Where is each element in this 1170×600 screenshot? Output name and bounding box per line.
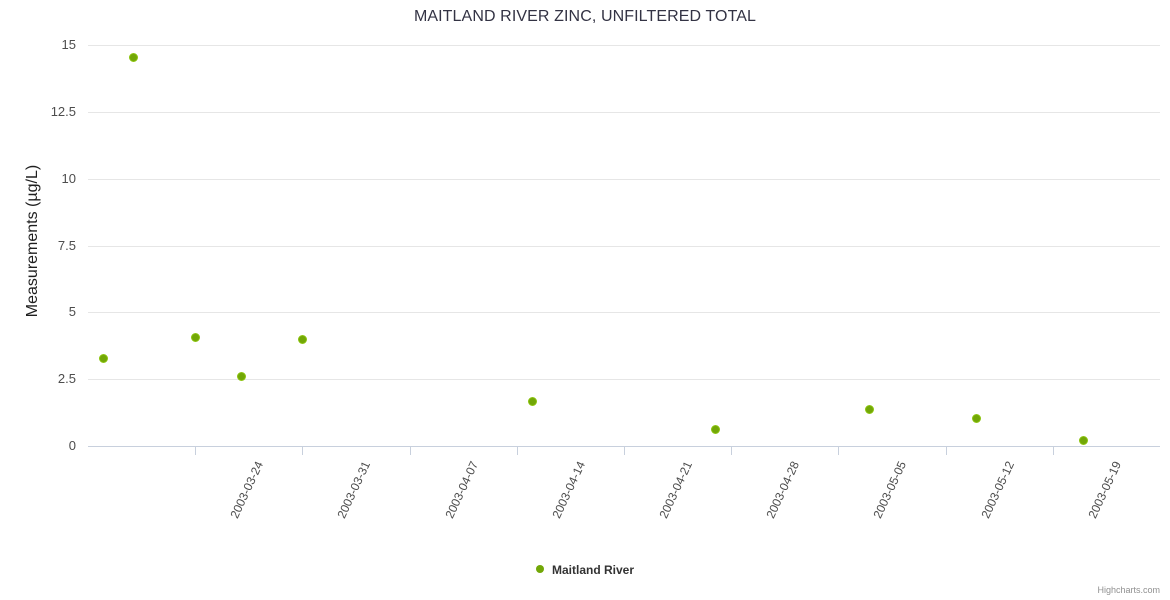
data-point[interactable] — [98, 354, 108, 364]
x-axis-tick — [195, 446, 197, 455]
data-point[interactable] — [129, 52, 139, 62]
legend-marker-icon — [535, 564, 544, 573]
x-axis-tick — [302, 446, 304, 455]
x-axis-tick — [1052, 446, 1054, 455]
y-axis-tick-label: 10 — [61, 170, 76, 186]
data-point[interactable] — [971, 414, 981, 424]
chart-title: MAITLAND RIVER ZINC, UNFILTERED TOTAL — [413, 8, 757, 25]
data-point[interactable] — [527, 396, 537, 406]
y-axis-tick-label: 12.5 — [50, 103, 76, 119]
gridline — [88, 45, 1160, 46]
x-axis-tick-label: 2003-04-14 — [549, 459, 588, 521]
data-point[interactable] — [1078, 436, 1088, 446]
chart-legend: Maitland River — [0, 562, 1170, 577]
y-axis-tick-label: 5 — [68, 304, 76, 320]
x-axis-tick-label: 2003-03-24 — [227, 459, 267, 521]
x-axis-tick — [516, 446, 518, 455]
x-axis-tick — [838, 446, 840, 455]
x-axis-tick-label: 2003-04-28 — [763, 459, 803, 521]
x-axis-tick-label: 2003-05-05 — [870, 459, 910, 521]
x-axis-tick-label: 2003-03-31 — [334, 459, 374, 521]
gridline — [88, 245, 1160, 247]
gridline — [88, 178, 1160, 180]
data-point[interactable] — [864, 404, 874, 414]
gridline — [88, 379, 1160, 381]
credits-label: Highcharts.com — [1097, 585, 1160, 595]
data-point[interactable] — [190, 333, 200, 343]
x-axis-tick-label: 2003-05-12 — [978, 459, 1017, 521]
data-point[interactable] — [297, 334, 307, 344]
legend-item-maitland-river[interactable]: Maitland River — [535, 562, 635, 577]
y-axis-tick-label: 2.5 — [57, 371, 76, 387]
x-axis-tick-label: 2003-04-21 — [656, 459, 696, 521]
data-point[interactable] — [236, 371, 246, 381]
data-point[interactable] — [711, 424, 721, 434]
x-axis-tick — [624, 446, 625, 455]
plot-area — [88, 45, 1160, 455]
y-axis-tick-label: 7.5 — [57, 237, 76, 253]
gridline — [88, 111, 1160, 113]
legend-item-label: Maitland River — [551, 562, 635, 577]
y-axis-tick-label: 0 — [68, 438, 76, 453]
x-axis-tick — [409, 446, 411, 455]
x-axis-tick — [731, 446, 733, 455]
x-axis-tick-label: 2003-04-07 — [442, 459, 481, 521]
y-axis-tick-label: 15 — [61, 37, 76, 52]
gridline — [88, 312, 1160, 314]
x-axis-tick-label: 2003-05-19 — [1085, 459, 1124, 521]
x-axis-tick — [945, 446, 947, 455]
